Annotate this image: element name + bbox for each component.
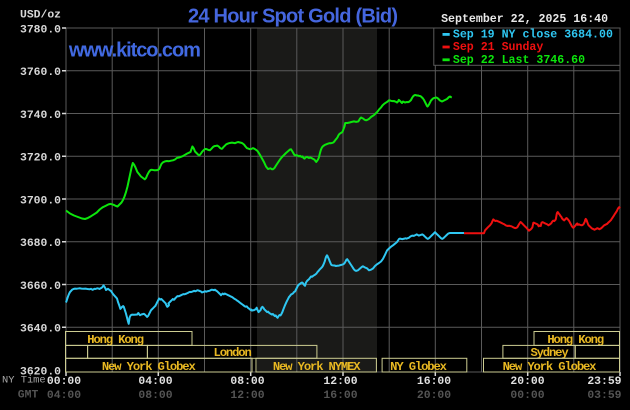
svg-text:New York NYMEX: New York NYMEX <box>273 360 361 374</box>
svg-text:00:00: 00:00 <box>510 390 544 402</box>
svg-text:New York Globex: New York Globex <box>503 360 598 374</box>
svg-text:00:00: 00:00 <box>47 376 81 388</box>
svg-text:Sep 19 NY close 3684.00: Sep 19 NY close 3684.00 <box>453 29 613 42</box>
svg-text:New York Globex: New York Globex <box>102 360 197 374</box>
svg-text:3720.0: 3720.0 <box>20 153 61 165</box>
svg-text:NY Time: NY Time <box>2 375 46 387</box>
svg-text:USD/oz: USD/oz <box>20 9 61 21</box>
svg-text:3680.0: 3680.0 <box>20 238 61 250</box>
svg-text:www.kitco.com: www.kitco.com <box>68 40 201 62</box>
svg-text:20:00: 20:00 <box>510 376 544 388</box>
svg-text:Hong Kong: Hong Kong <box>547 333 603 347</box>
svg-text:12:00: 12:00 <box>230 390 264 402</box>
svg-text:3740.0: 3740.0 <box>20 110 61 122</box>
svg-text:September 22, 2025 16:40: September 22, 2025 16:40 <box>441 13 608 26</box>
svg-text:Sep 22 Last 3746.60: Sep 22 Last 3746.60 <box>453 54 585 67</box>
svg-text:04:00: 04:00 <box>138 376 172 388</box>
svg-text:04:00: 04:00 <box>47 390 81 402</box>
svg-text:08:00: 08:00 <box>138 390 172 402</box>
svg-text:12:00: 12:00 <box>323 376 357 388</box>
svg-text:Sydney: Sydney <box>530 346 569 360</box>
svg-text:3660.0: 3660.0 <box>20 281 61 293</box>
svg-text:GMT: GMT <box>18 390 39 402</box>
svg-text:3780.0: 3780.0 <box>20 24 61 36</box>
svg-text:NY Globex: NY Globex <box>390 360 447 374</box>
svg-text:3640.0: 3640.0 <box>20 324 61 336</box>
svg-text:London: London <box>214 346 252 360</box>
svg-text:08:00: 08:00 <box>230 376 264 388</box>
svg-text:3620.0: 3620.0 <box>20 366 61 378</box>
svg-text:20:00: 20:00 <box>417 390 451 402</box>
svg-text:16:00: 16:00 <box>323 390 357 402</box>
svg-text:Sep 21 Sunday: Sep 21 Sunday <box>453 41 543 54</box>
svg-text:23:59: 23:59 <box>587 376 621 388</box>
svg-text:3700.0: 3700.0 <box>20 195 61 207</box>
svg-text:24 Hour Spot Gold (Bid): 24 Hour Spot Gold (Bid) <box>188 6 398 28</box>
svg-text:16:00: 16:00 <box>417 376 451 388</box>
svg-text:Hong Kong: Hong Kong <box>87 333 143 347</box>
svg-text:03:59: 03:59 <box>587 390 621 402</box>
svg-text:3760.0: 3760.0 <box>20 67 61 79</box>
